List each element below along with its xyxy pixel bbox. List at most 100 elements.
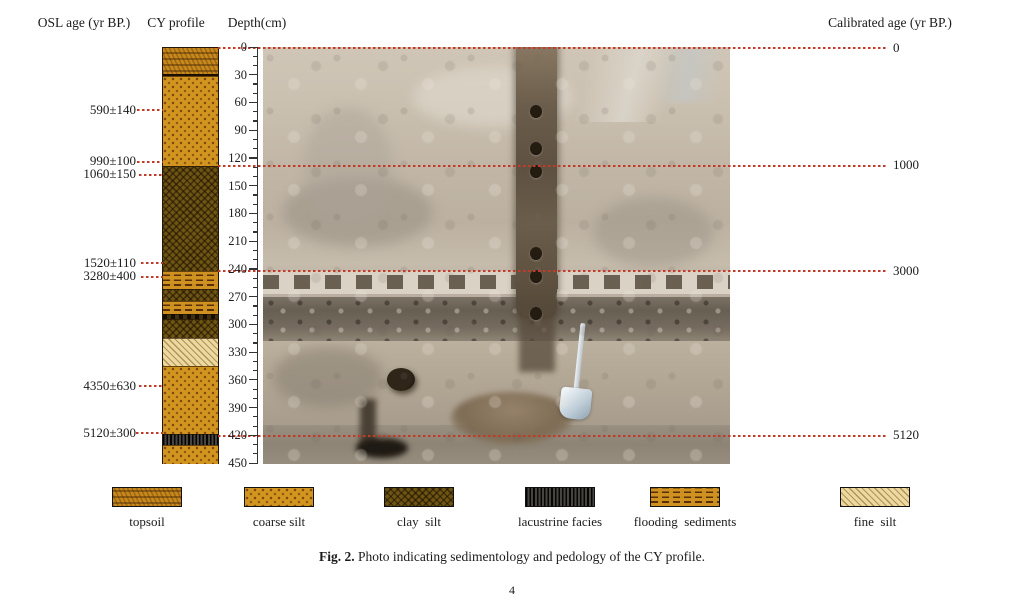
depth-tick [249,240,257,242]
photo-texture-blob [273,347,383,407]
depth-tick [252,360,257,362]
depth-tick [252,425,257,427]
depth-tick-label: 210 [228,234,247,249]
depth-tick [252,148,257,150]
depth-header: Depth(cm) [227,15,287,30]
depth-tick [252,83,257,85]
age-correlation-line [218,435,887,437]
photo-sample-hole [530,247,542,260]
depth-tick [252,175,257,178]
legend-swatch-fine [840,487,910,507]
photo-sample-hole [530,307,542,320]
depth-tick [252,453,257,455]
depth-tick [249,129,257,131]
depth-tick [249,407,257,409]
depth-tick [252,333,257,335]
depth-tick [249,185,257,187]
calibrated-age-label: 5120 [893,427,919,442]
depth-tick-label: 450 [228,456,247,470]
depth-tick [252,55,257,57]
depth-tick-label: 180 [228,206,247,221]
osl-age-label: 5120±300 [83,425,136,440]
depth-tick [252,231,257,233]
photo-sample-hole [530,142,542,155]
depth-tick [249,74,257,76]
age-correlation-line [141,262,163,264]
age-correlation-line [218,165,887,167]
age-correlation-line [141,275,163,278]
depth-tick [252,203,257,205]
strat-layer-clay-silt-lower [163,318,218,339]
depth-tick-label: 270 [228,289,247,304]
age-correlation-line [139,173,163,176]
depth-tick-label: 300 [228,317,247,332]
strat-layer-lacustrine-facies [163,434,218,445]
strat-layer-clay-silt-main [163,166,218,271]
depth-tick-label: 60 [234,95,248,110]
legend-label: fine silt [853,514,897,529]
cy-profile-header: CY profile [147,15,205,30]
age-correlation-line [137,109,163,111]
depth-tick [252,222,257,224]
age-correlation-line [136,432,163,434]
depth-tick [252,305,257,307]
photo-texture-blob [283,177,433,247]
depth-tick-label: 360 [228,372,247,387]
calibrated-age-label: 0 [893,40,900,55]
depth-tick [252,444,257,446]
depth-tick-label: 90 [234,123,248,138]
depth-tick [252,314,257,316]
photo-grain-overlay [263,47,730,464]
osl-age-label: 1520±110 [83,255,136,270]
osl-age-header: OSL age (yr BP.) [37,15,131,30]
strat-layer-flooding-lower [163,301,218,315]
depth-tick [252,388,257,390]
strat-layer-fine-silt [163,338,218,366]
photo-dark-patch [356,438,408,458]
depth-tick-label: 150 [228,178,247,193]
depth-tick [252,194,257,196]
depth-tick [249,351,257,353]
legend-swatch-lac [525,487,595,507]
figure-caption: Fig. 2. Photo indicating sedimentology a… [0,549,1024,565]
photo-dark-gravel-band [263,297,730,341]
strat-layer-coarse-silt-upper [163,75,218,167]
osl-age-label: 990±100 [89,153,136,168]
osl-age-label: 4350±630 [83,378,136,393]
depth-axis-line [257,47,259,464]
depth-tick [249,296,257,298]
osl-age-label: 590±140 [89,102,136,117]
legend-swatch-coarse [244,487,314,507]
depth-tick [252,249,257,252]
photo-gray-streak [658,47,718,102]
depth-tick [249,157,257,159]
calibrated-age-header: Calibrated age (yr BP.) [828,15,952,30]
depth-tick-label: 390 [228,400,247,415]
age-correlation-line [218,46,887,49]
figure-caption-tag: Fig. 2. [318,549,355,564]
depth-tick [249,212,257,215]
depth-tick [252,92,257,94]
depth-tick [252,111,257,113]
age-correlation-line [218,269,887,272]
age-correlation-line [139,385,163,387]
figure-caption-text: Photo indicating sedimentology and pedol… [354,549,706,564]
depth-tick [252,64,257,67]
osl-age-label: 3280±400 [83,268,136,283]
calibrated-age-label: 3000 [893,263,919,278]
depth-tick [252,370,257,372]
depth-tick-label: 30 [234,67,248,82]
depth-tick [252,120,257,122]
photo-burrow-hole [387,368,415,391]
depth-tick [252,342,257,344]
depth-tick [249,268,257,270]
depth-tick [252,416,257,418]
depth-tick-label: 0 [240,40,247,54]
photo-sample-hole [530,165,542,178]
depth-tick [252,166,257,168]
photo-texture-blob [593,197,713,267]
stratigraphic-column [162,47,219,464]
depth-tick [252,138,257,141]
depth-tick [249,323,257,326]
